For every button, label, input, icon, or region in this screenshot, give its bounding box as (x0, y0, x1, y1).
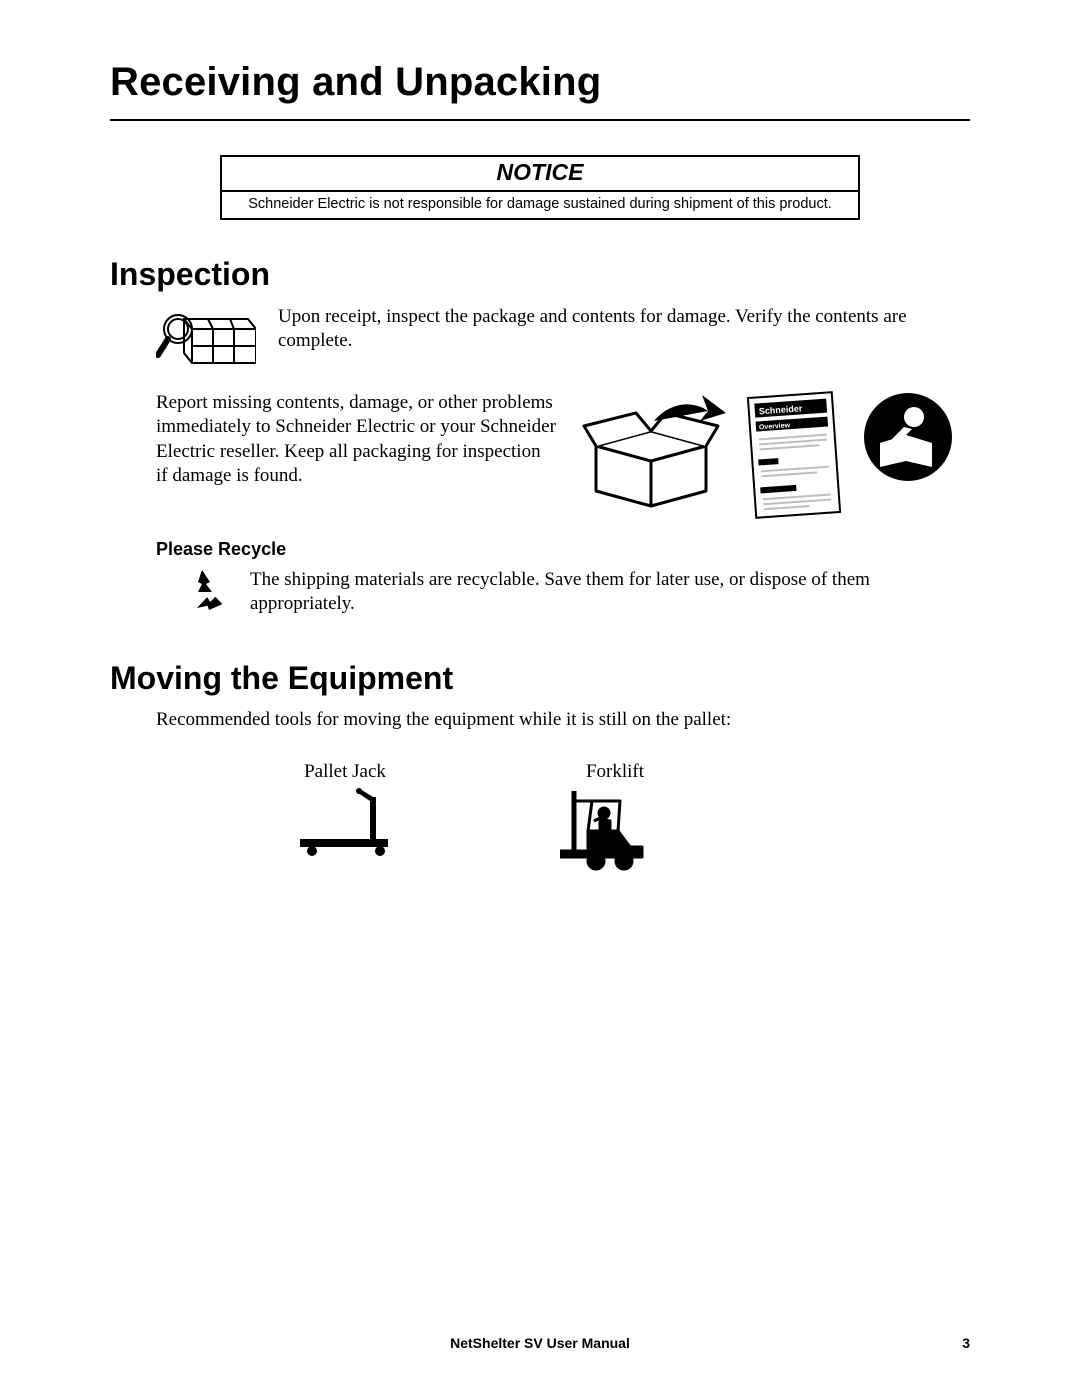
page-footer: NetShelter SV User Manual 3 (0, 1335, 1080, 1351)
inspection-row-1: Upon receipt, inspect the package and co… (156, 305, 970, 369)
notice-heading: NOTICE (222, 157, 858, 192)
magnifier-shelves-icon (156, 305, 256, 369)
read-manual-icon (862, 391, 954, 483)
tool-label-forklift: Forklift (560, 761, 670, 783)
tool-forklift: Forklift (560, 761, 670, 871)
recycle-row: The shipping materials are recyclable. S… (176, 568, 970, 620)
moving-heading: Moving the Equipment (110, 660, 970, 697)
recycle-icon (176, 568, 228, 620)
forklift-icon (560, 787, 670, 871)
moving-paragraph: Recommended tools for moving the equipme… (156, 709, 970, 731)
inspection-heading: Inspection (110, 256, 970, 293)
inspection-paragraph-2: Report missing contents, damage, or othe… (156, 391, 556, 488)
tools-row: Pallet Jack Forklift (290, 761, 970, 871)
notice-body: Schneider Electric is not responsible fo… (222, 192, 858, 218)
page-title: Receiving and Unpacking (110, 60, 970, 121)
recycle-heading: Please Recycle (156, 539, 970, 560)
document-sheet-icon: Schneider Overview (746, 391, 842, 519)
notice-box: NOTICE Schneider Electric is not respons… (220, 155, 860, 220)
inspection-paragraph-1: Upon receipt, inspect the package and co… (278, 305, 970, 354)
tool-label-pallet-jack: Pallet Jack (290, 761, 400, 783)
recycle-paragraph: The shipping materials are recyclable. S… (250, 568, 910, 617)
footer-page-number: 3 (962, 1335, 970, 1351)
inspection-row-2: Report missing contents, damage, or othe… (156, 391, 970, 519)
open-box-icon (576, 391, 726, 511)
footer-title: NetShelter SV User Manual (450, 1335, 630, 1351)
pallet-jack-icon (290, 787, 400, 857)
tool-pallet-jack: Pallet Jack (290, 761, 400, 871)
